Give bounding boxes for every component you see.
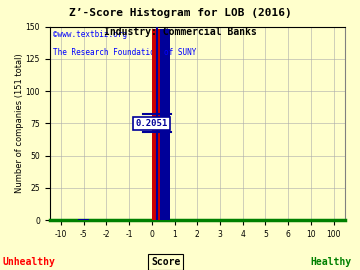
Text: Unhealthy: Unhealthy (3, 257, 55, 267)
Bar (152, 29, 160, 220)
Text: Healthy: Healthy (311, 257, 352, 267)
Y-axis label: Number of companies (151 total): Number of companies (151 total) (15, 53, 24, 193)
Text: The Research Foundation of SUNY: The Research Foundation of SUNY (53, 48, 196, 57)
Text: Z’-Score Histogram for LOB (2016): Z’-Score Histogram for LOB (2016) (69, 8, 291, 18)
Text: 0.2051: 0.2051 (136, 119, 168, 128)
Bar (152, 29, 170, 220)
Bar (78, 219, 89, 220)
Text: ©www.textbiz.org: ©www.textbiz.org (53, 31, 127, 39)
Text: Score: Score (151, 257, 180, 267)
Text: Industry: Commercial Banks: Industry: Commercial Banks (104, 27, 256, 37)
Bar (161, 218, 166, 220)
